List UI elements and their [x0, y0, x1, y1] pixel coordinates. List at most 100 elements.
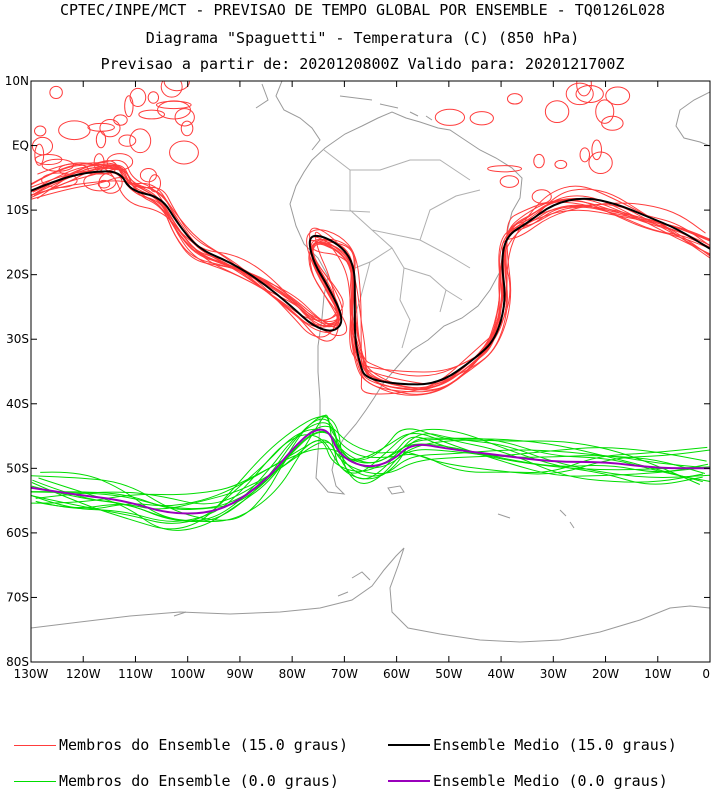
lon-tick-label: 50W: [435, 667, 462, 681]
lon-tick-label: 110W: [118, 667, 153, 681]
ensemble-member-15-loop: [83, 172, 117, 192]
lat-tick-label: 70S: [6, 590, 29, 604]
ensemble-member-15-loop: [565, 82, 594, 106]
latitude-axis: 10N EQ 10S 20S 30S 40S 50S 60S 70S 80S: [5, 74, 710, 669]
ensemble-member-15-loop: [499, 175, 520, 188]
title-line-3: Previsao a partir de: 2020120800Z Valido…: [100, 55, 625, 73]
lon-tick-label: 60W: [383, 667, 410, 681]
ensemble-member-15-loop: [469, 111, 494, 126]
lon-tick-label: 80W: [279, 667, 306, 681]
ensemble-member-15-loop: [106, 153, 134, 171]
spaghetti-map: 10N EQ 10S 20S 30S 40S 50S 60S 70S 80S 130W 120W 11…: [5, 74, 711, 681]
ensemble-member-15-loop: [531, 189, 552, 204]
ensemble-member-15-loop: [33, 125, 47, 137]
ensemble-member-15-loop: [575, 84, 604, 104]
ensemble-member-15-loop: [99, 119, 121, 138]
lon-tick-label: 0: [702, 667, 710, 681]
ensemble-member-15-loop: [49, 85, 63, 100]
ensemble-member-15-loop: [601, 115, 624, 131]
lat-tick-label: 30S: [6, 332, 29, 346]
ensemble-member-15-loop: [148, 174, 162, 193]
lat-tick-label: 50S: [6, 461, 29, 475]
legend-mean-15: Ensemble Medio (15.0 graus): [388, 736, 677, 754]
lon-tick-label: 10W: [644, 667, 671, 681]
lat-tick-label: 40S: [6, 397, 29, 411]
legend-label-mean-0: Ensemble Medio (0.0 graus): [433, 772, 668, 790]
lat-tick-label: EQ: [12, 139, 29, 153]
ensemble-member-15-loop: [58, 120, 91, 141]
lat-tick-label: 60S: [6, 526, 29, 540]
ensemble-member-15-loop: [588, 151, 613, 174]
south-america-outline: [289, 111, 523, 495]
ensemble-member-15-loop: [174, 108, 195, 127]
ensemble-member-15-loop: [434, 108, 466, 126]
ensemble-member-15-loop: [576, 81, 592, 97]
lon-tick-label: 130W: [14, 667, 49, 681]
africa-outline: [675, 91, 710, 147]
country-borders: [323, 149, 481, 349]
ensemble-member-15-loop: [160, 81, 183, 98]
legend-swatch-black: [388, 744, 430, 746]
legend-label-members-15: Membros do Ensemble (15.0 graus): [59, 736, 348, 754]
ensemble-member-0-line: [37, 433, 710, 510]
legend-label-mean-15: Ensemble Medio (15.0 graus): [433, 736, 677, 754]
ensemble-member-15-loop: [544, 100, 570, 124]
south-georgia: [497, 509, 575, 529]
ensemble-member-15-loop: [605, 86, 631, 106]
ensemble-member-15-loop: [97, 179, 111, 189]
ensemble-members-0-group: [31, 414, 710, 531]
ensemble-member-15-line: [31, 164, 710, 393]
lon-tick-label: 20W: [592, 667, 619, 681]
title-line-2: Diagrama "Spaguetti" - Temperatura (C) (…: [145, 29, 580, 47]
ensemble-member-15-loop: [487, 165, 523, 173]
lon-tick-label: 30W: [540, 667, 567, 681]
ensemble-member-0-line: [31, 425, 710, 521]
legend-swatch-green: [14, 780, 56, 782]
ensemble-member-15-loop: [591, 139, 602, 161]
ensemble-member-15-loop: [533, 153, 545, 169]
ensemble-member-15-loop: [118, 134, 137, 147]
map-frame: [30, 80, 711, 663]
lon-tick-label: 70W: [331, 667, 358, 681]
ensemble-member-15-loop: [506, 93, 523, 105]
ensemble-member-15-loop: [83, 167, 116, 175]
ensemble-member-15-loop: [157, 100, 191, 120]
lon-tick-label: 120W: [66, 667, 101, 681]
ensemble-member-0-line: [31, 431, 709, 511]
lon-tick-label: 100W: [170, 667, 205, 681]
ensemble-member-15-loop: [579, 147, 591, 163]
coastlines: [31, 81, 710, 643]
ensemble-member-15-loop: [139, 168, 157, 183]
antarctic-islands: [173, 571, 371, 617]
caribbean-islands: [339, 95, 433, 121]
ensemble-member-15-loop: [87, 122, 115, 132]
legend-swatch-purple: [388, 780, 430, 782]
ensemble-member-0-line: [31, 434, 710, 522]
ensemble-member-15-loop: [147, 91, 160, 104]
ensemble-mean-15-line: [31, 170, 710, 386]
ensemble-member-15-loop: [138, 109, 166, 120]
central-america-outline: [255, 81, 321, 151]
lat-tick-label: 10N: [5, 74, 29, 88]
legend-swatch-red: [14, 744, 56, 746]
falklands: [387, 485, 405, 495]
ensemble-member-0-line: [31, 416, 701, 530]
antarctica-outline: [31, 547, 710, 643]
legend-members-0: Membros do Ensemble (0.0 graus): [14, 772, 339, 790]
ensemble-member-15-loop: [554, 159, 568, 169]
lat-tick-label: 80S: [6, 655, 29, 669]
legend-mean-0: Ensemble Medio (0.0 graus): [388, 772, 668, 790]
ensemble-member-15-loop: [129, 128, 152, 154]
ensemble-member-15-line: [31, 159, 710, 391]
ensemble-member-0-line: [40, 414, 708, 523]
ensemble-member-15-loop: [595, 99, 615, 124]
legend-label-members-0: Membros do Ensemble (0.0 graus): [59, 772, 339, 790]
ensemble-member-15-loop: [129, 87, 147, 107]
ensemble-member-15-loop: [180, 120, 194, 137]
ensemble-mean-0-line: [31, 428, 710, 515]
lat-tick-label: 10S: [6, 203, 29, 217]
legend-members-15: Membros do Ensemble (15.0 graus): [14, 736, 348, 754]
lon-tick-label: 40W: [488, 667, 515, 681]
lat-tick-label: 20S: [6, 268, 29, 282]
ensemble-member-15-loop: [124, 95, 134, 118]
